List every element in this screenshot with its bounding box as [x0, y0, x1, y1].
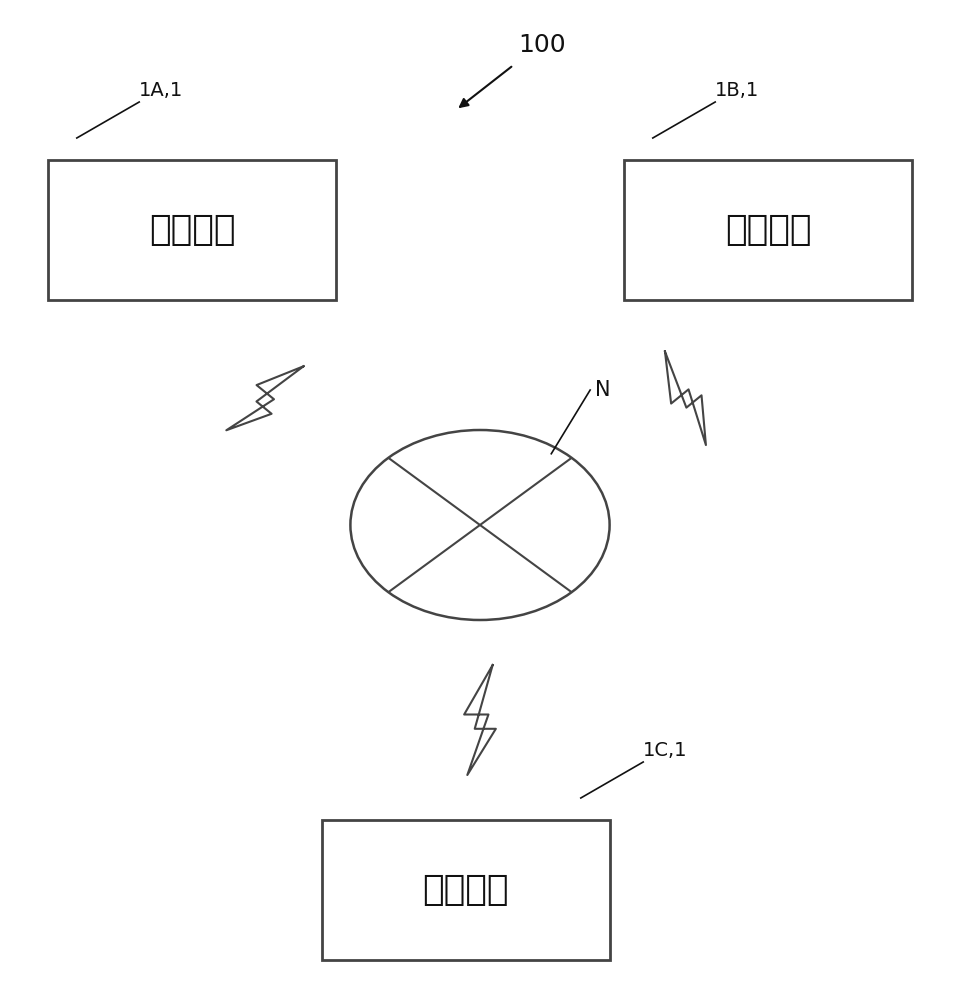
Text: N: N	[595, 380, 611, 400]
Text: 1A,1: 1A,1	[139, 81, 183, 100]
Text: 定位装置: 定位装置	[149, 213, 235, 247]
Bar	[48, 160, 336, 300]
Ellipse shape	[350, 430, 610, 620]
Text: 100: 100	[518, 33, 566, 57]
Bar	[624, 160, 912, 300]
Text: 定位装置: 定位装置	[422, 873, 509, 907]
Bar	[322, 820, 610, 960]
Text: 定位装置: 定位装置	[725, 213, 811, 247]
Text: 1B,1: 1B,1	[715, 81, 759, 100]
Text: 1C,1: 1C,1	[643, 741, 687, 760]
